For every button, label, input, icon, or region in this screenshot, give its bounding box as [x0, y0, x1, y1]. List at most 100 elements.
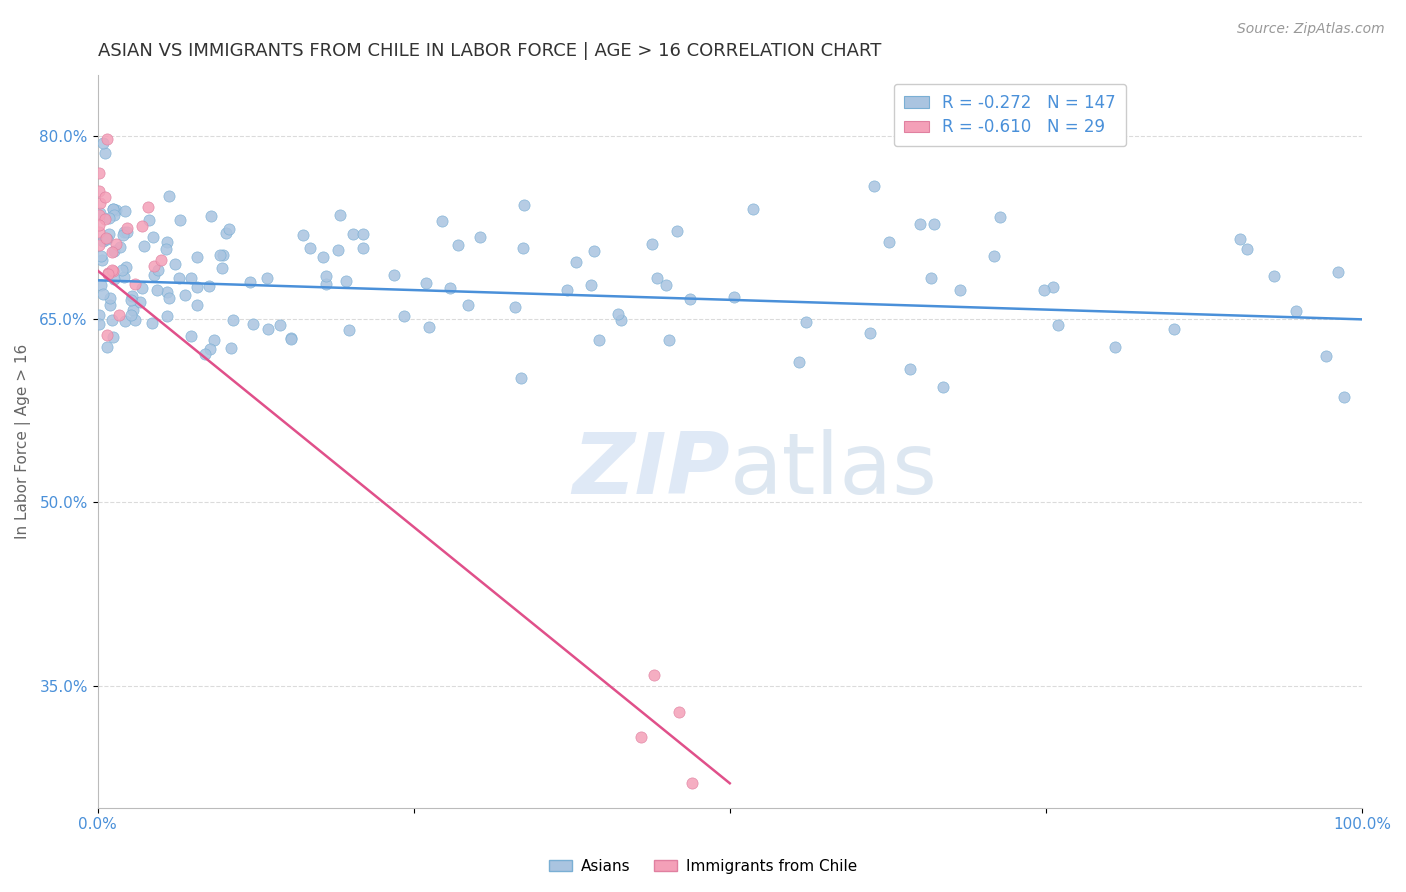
Point — [329, 208, 352, 222]
Point — [146, 263, 169, 277]
Point — [641, 237, 664, 252]
Point — [90, 277, 112, 292]
Point — [1042, 280, 1064, 294]
Point — [291, 228, 314, 243]
Point — [114, 313, 136, 327]
Point — [96, 328, 118, 343]
Point — [96, 232, 118, 246]
Point — [103, 244, 125, 258]
Point — [112, 226, 135, 240]
Point — [87, 218, 110, 232]
Point — [124, 313, 146, 327]
Point — [138, 213, 160, 227]
Point — [132, 239, 155, 253]
Point — [91, 287, 114, 301]
Point — [582, 244, 605, 258]
Point — [131, 219, 153, 233]
Point — [209, 247, 232, 261]
Point — [146, 283, 169, 297]
Point — [415, 276, 437, 290]
Point — [668, 706, 690, 720]
Point — [96, 340, 118, 354]
Point — [337, 323, 360, 337]
Point — [87, 208, 110, 222]
Point — [342, 227, 364, 242]
Point — [335, 273, 357, 287]
Point — [512, 242, 534, 256]
Point — [94, 212, 117, 227]
Point — [157, 188, 180, 202]
Legend: Asians, Immigrants from Chile: Asians, Immigrants from Chile — [543, 853, 863, 880]
Text: atlas: atlas — [730, 429, 938, 512]
Point — [97, 227, 120, 242]
Point — [239, 275, 262, 289]
Point — [579, 277, 602, 292]
Point — [352, 227, 374, 242]
Point — [1263, 268, 1285, 283]
Point — [742, 202, 765, 216]
Point — [1315, 349, 1337, 363]
Point — [167, 271, 190, 285]
Point — [155, 242, 177, 256]
Point — [156, 235, 179, 249]
Point — [87, 238, 110, 252]
Point — [91, 253, 114, 268]
Point — [89, 184, 111, 198]
Point — [654, 277, 676, 292]
Point — [157, 291, 180, 305]
Point — [131, 281, 153, 295]
Point — [794, 315, 817, 329]
Point — [165, 257, 187, 271]
Point — [101, 202, 124, 216]
Point — [93, 232, 115, 246]
Point — [111, 227, 134, 242]
Point — [312, 250, 335, 264]
Point — [221, 341, 243, 355]
Point — [242, 317, 264, 331]
Point — [94, 145, 117, 160]
Point — [101, 264, 124, 278]
Point — [257, 322, 280, 336]
Point — [898, 362, 921, 376]
Point — [89, 195, 111, 210]
Point — [100, 313, 122, 327]
Point — [510, 371, 533, 385]
Point — [149, 253, 172, 268]
Point — [418, 320, 440, 334]
Text: Source: ZipAtlas.com: Source: ZipAtlas.com — [1237, 22, 1385, 37]
Point — [932, 380, 955, 394]
Point — [392, 310, 415, 324]
Point — [1104, 340, 1126, 354]
Point — [1236, 242, 1258, 256]
Point — [280, 331, 302, 345]
Point — [115, 260, 138, 274]
Point — [180, 329, 202, 343]
Point — [186, 279, 208, 293]
Text: ZIP: ZIP — [572, 429, 730, 512]
Point — [87, 317, 110, 331]
Point — [198, 279, 221, 293]
Point — [186, 298, 208, 312]
Point — [439, 281, 461, 295]
Point — [512, 198, 534, 212]
Point — [200, 209, 222, 223]
Point — [156, 309, 179, 323]
Point — [1229, 232, 1251, 246]
Point — [920, 271, 942, 285]
Point — [645, 271, 668, 285]
Point — [447, 237, 470, 252]
Point — [96, 132, 118, 146]
Point — [1327, 265, 1350, 279]
Point — [218, 222, 240, 236]
Point — [101, 244, 124, 259]
Point — [141, 316, 163, 330]
Point — [280, 333, 302, 347]
Point — [101, 329, 124, 343]
Point — [89, 308, 111, 322]
Point — [643, 667, 665, 681]
Point — [607, 308, 630, 322]
Point — [93, 136, 115, 151]
Point — [156, 285, 179, 299]
Point — [877, 235, 900, 249]
Point — [174, 288, 197, 302]
